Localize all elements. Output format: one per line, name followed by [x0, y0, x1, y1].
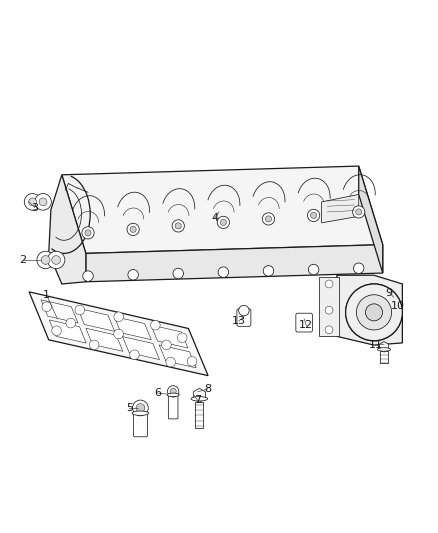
Circle shape — [28, 198, 36, 206]
Circle shape — [85, 230, 91, 236]
Circle shape — [173, 268, 184, 279]
Circle shape — [175, 223, 181, 229]
Circle shape — [187, 357, 197, 366]
Circle shape — [353, 206, 365, 218]
Polygon shape — [86, 245, 383, 282]
Circle shape — [52, 256, 60, 264]
Text: 3: 3 — [31, 203, 38, 213]
Polygon shape — [114, 317, 151, 340]
Polygon shape — [159, 345, 196, 368]
Circle shape — [325, 280, 333, 288]
Polygon shape — [379, 342, 389, 352]
Circle shape — [365, 304, 382, 321]
FancyBboxPatch shape — [134, 410, 148, 437]
Circle shape — [172, 220, 184, 232]
Polygon shape — [78, 308, 115, 332]
Ellipse shape — [132, 411, 149, 415]
Circle shape — [325, 326, 333, 334]
Circle shape — [308, 264, 319, 275]
Text: 6: 6 — [154, 388, 161, 398]
Circle shape — [35, 193, 51, 210]
Circle shape — [365, 304, 382, 321]
Polygon shape — [151, 325, 188, 348]
Ellipse shape — [167, 393, 179, 397]
Circle shape — [89, 340, 99, 350]
Polygon shape — [193, 389, 205, 402]
Circle shape — [167, 386, 179, 397]
Polygon shape — [86, 328, 123, 351]
Circle shape — [162, 340, 171, 350]
Circle shape — [83, 271, 93, 281]
Polygon shape — [319, 277, 339, 336]
Polygon shape — [321, 195, 359, 223]
Text: 1: 1 — [43, 290, 50, 300]
Circle shape — [356, 209, 362, 215]
Circle shape — [114, 312, 124, 321]
Circle shape — [353, 263, 364, 273]
Ellipse shape — [191, 397, 208, 401]
Text: 12: 12 — [299, 320, 313, 330]
Circle shape — [346, 284, 403, 341]
Circle shape — [130, 350, 139, 360]
Circle shape — [218, 267, 229, 277]
Circle shape — [82, 227, 94, 239]
Circle shape — [75, 305, 85, 315]
Circle shape — [24, 193, 41, 210]
Text: 9: 9 — [386, 288, 393, 298]
Circle shape — [220, 220, 226, 225]
Circle shape — [357, 295, 392, 330]
Circle shape — [151, 320, 160, 330]
Circle shape — [325, 306, 333, 314]
Circle shape — [263, 265, 274, 276]
Circle shape — [127, 223, 139, 236]
Circle shape — [128, 270, 138, 280]
Circle shape — [346, 284, 403, 341]
FancyBboxPatch shape — [296, 313, 312, 332]
Circle shape — [39, 198, 47, 206]
Circle shape — [66, 318, 76, 328]
Circle shape — [265, 216, 272, 222]
Text: 5: 5 — [126, 403, 133, 414]
Circle shape — [42, 302, 52, 312]
Circle shape — [217, 216, 230, 229]
Polygon shape — [123, 336, 159, 360]
FancyBboxPatch shape — [195, 402, 203, 428]
Circle shape — [262, 213, 275, 225]
Text: 8: 8 — [205, 384, 212, 394]
FancyBboxPatch shape — [380, 351, 389, 364]
Text: 10: 10 — [391, 301, 405, 311]
Text: 2: 2 — [19, 255, 26, 265]
Polygon shape — [41, 300, 78, 323]
Text: 11: 11 — [369, 340, 383, 350]
Text: 7: 7 — [194, 394, 201, 405]
Circle shape — [41, 256, 50, 264]
Circle shape — [130, 227, 136, 232]
Circle shape — [133, 400, 148, 416]
Polygon shape — [29, 292, 208, 376]
Circle shape — [47, 251, 65, 269]
FancyBboxPatch shape — [168, 393, 178, 419]
Polygon shape — [62, 166, 383, 253]
Text: 13: 13 — [232, 316, 246, 326]
Circle shape — [37, 251, 54, 269]
Polygon shape — [49, 320, 86, 343]
Text: 4: 4 — [211, 214, 218, 223]
Circle shape — [166, 357, 176, 367]
Circle shape — [357, 295, 392, 330]
Circle shape — [177, 333, 187, 343]
Circle shape — [311, 212, 317, 219]
Circle shape — [307, 209, 320, 222]
Polygon shape — [337, 275, 403, 345]
Circle shape — [136, 403, 145, 413]
Circle shape — [52, 326, 61, 336]
Circle shape — [239, 305, 249, 316]
Polygon shape — [359, 166, 383, 273]
Polygon shape — [49, 175, 86, 284]
Circle shape — [170, 389, 176, 394]
Ellipse shape — [378, 348, 391, 351]
Circle shape — [114, 329, 124, 339]
FancyBboxPatch shape — [237, 309, 251, 326]
